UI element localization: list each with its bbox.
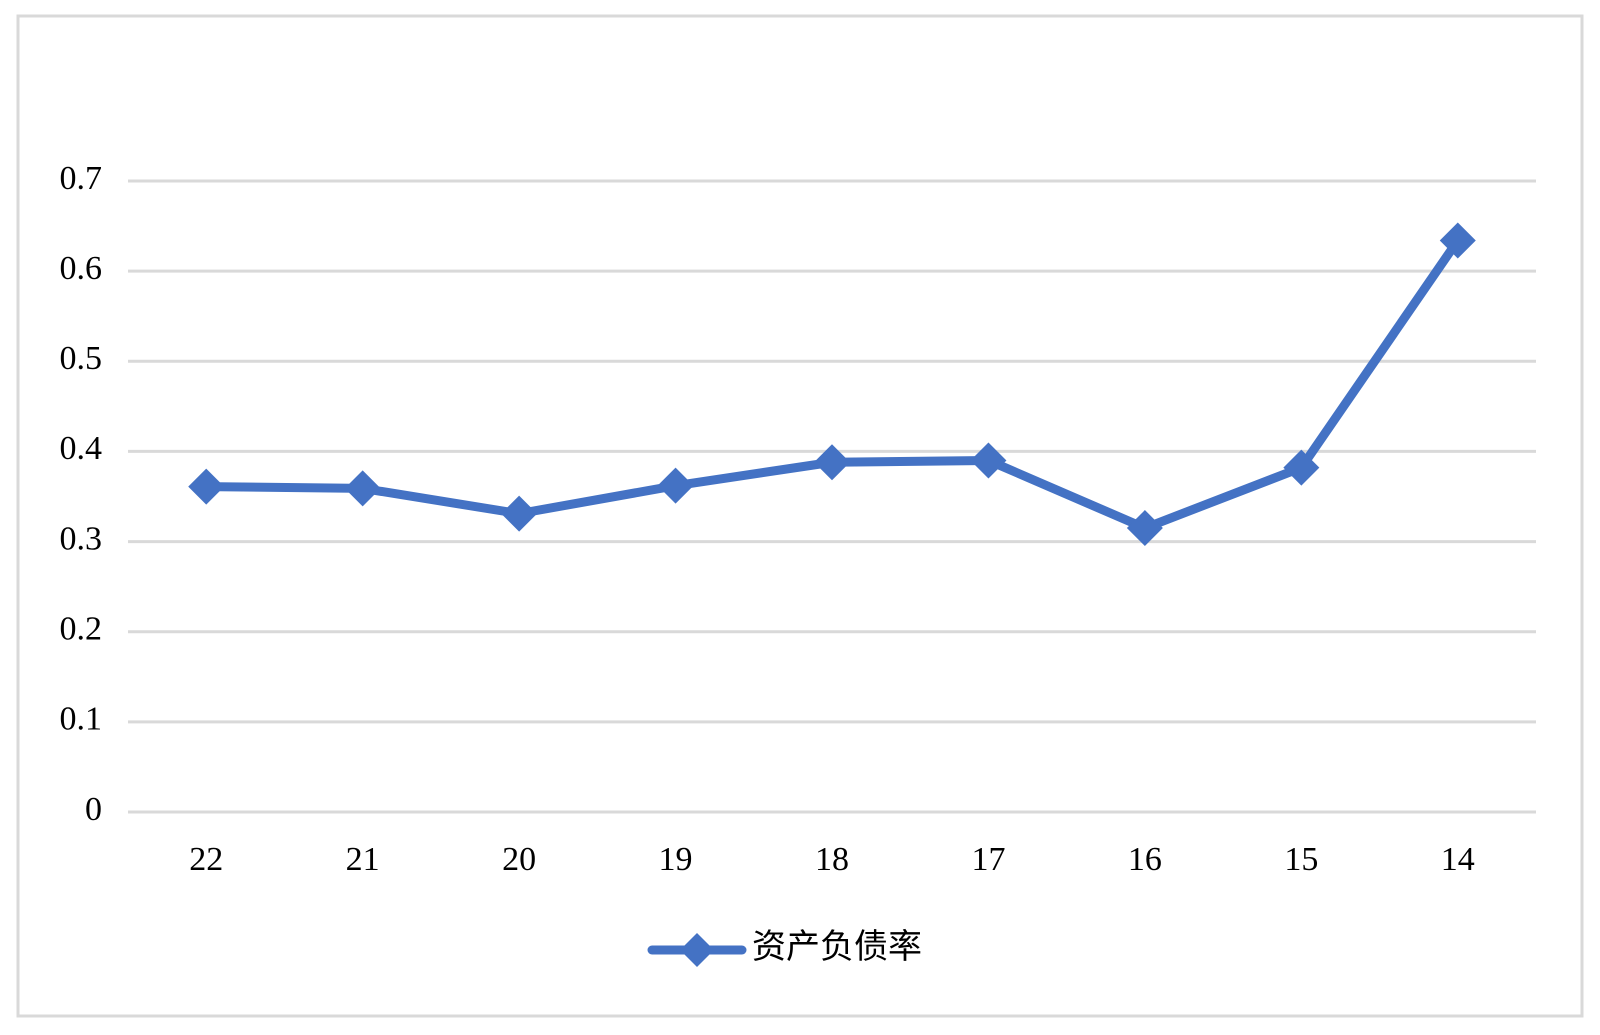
data-marker: [657, 467, 694, 504]
data-marker: [501, 495, 538, 532]
y-tick-label: 0.5: [60, 340, 103, 377]
y-tick-label: 0.7: [60, 160, 103, 197]
data-marker: [1283, 449, 1320, 486]
x-tick-label: 15: [1284, 841, 1318, 878]
y-tick-label: 0.3: [60, 520, 103, 557]
data-marker: [1126, 510, 1163, 547]
legend-marker: [680, 933, 714, 967]
data-marker: [970, 442, 1007, 479]
x-tick-label: 14: [1441, 841, 1475, 878]
x-tick-label: 22: [189, 841, 223, 878]
x-tick-label: 21: [346, 841, 380, 878]
data-marker: [344, 470, 381, 507]
legend-label: 资产负债率: [752, 928, 922, 966]
y-tick-label: 0.4: [60, 430, 103, 467]
x-tick-label: 17: [971, 841, 1005, 878]
data-marker: [188, 468, 225, 505]
x-tick-label: 18: [815, 841, 849, 878]
data-marker: [814, 444, 850, 481]
y-tick-label: 0: [85, 791, 102, 828]
data-marker: [1439, 222, 1476, 259]
y-tick-label: 0.6: [60, 250, 103, 287]
y-tick-label: 0.1: [60, 701, 103, 738]
chart-frame: [16, 14, 1584, 1018]
x-tick-label: 16: [1128, 841, 1162, 878]
x-tick-label: 19: [659, 841, 693, 878]
y-tick-label: 0.2: [60, 611, 103, 648]
x-tick-label: 20: [502, 841, 536, 878]
